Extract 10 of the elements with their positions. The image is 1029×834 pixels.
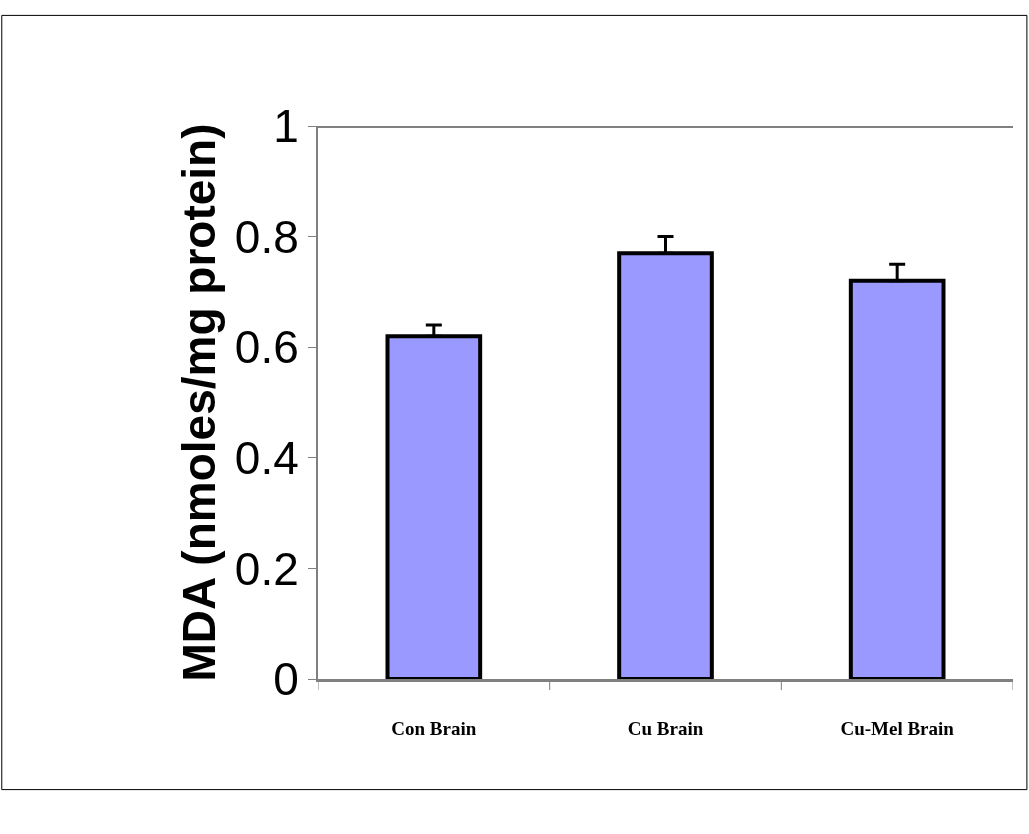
y-tick-label: 0.8 [234, 210, 299, 263]
y-tick-label: 0.2 [234, 542, 299, 595]
y-tick-label: 0.6 [234, 321, 299, 374]
y-tick-label: 0 [273, 653, 299, 706]
y-tick-label: 0.4 [234, 431, 299, 484]
x-tick-label: Con Brain [391, 717, 477, 739]
x-tick-label: Cu Brain [627, 717, 704, 739]
y-tick-label: 1 [273, 100, 299, 153]
x-tick-label: Cu-Mel Brain [840, 717, 955, 739]
y-axis-title: MDA (nmoles/mg protein) [172, 123, 225, 682]
